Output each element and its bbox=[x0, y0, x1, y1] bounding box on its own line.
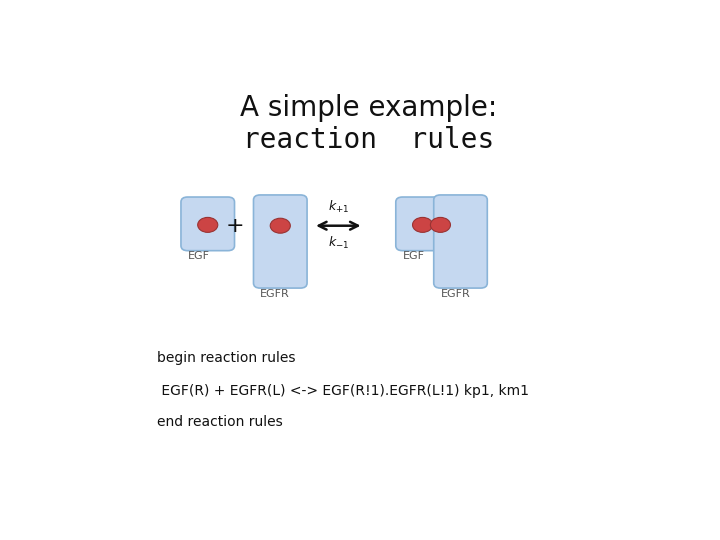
Text: EGFR: EGFR bbox=[260, 288, 290, 299]
Text: A simple example:: A simple example: bbox=[240, 94, 498, 123]
Text: begin reaction rules: begin reaction rules bbox=[157, 351, 295, 365]
Circle shape bbox=[270, 218, 290, 233]
Text: EGF: EGF bbox=[188, 251, 210, 261]
Circle shape bbox=[431, 218, 451, 232]
Text: +: + bbox=[226, 215, 244, 236]
Text: EGF(R) + EGFR(L) <-> EGF(R!1).EGFR(L!1) kp1, km1: EGF(R) + EGFR(L) <-> EGF(R!1).EGFR(L!1) … bbox=[157, 384, 529, 398]
FancyBboxPatch shape bbox=[181, 197, 235, 251]
FancyBboxPatch shape bbox=[396, 197, 449, 251]
Text: end reaction rules: end reaction rules bbox=[157, 415, 283, 429]
FancyBboxPatch shape bbox=[253, 195, 307, 288]
FancyBboxPatch shape bbox=[433, 195, 487, 288]
Text: $k_{-1}$: $k_{-1}$ bbox=[328, 235, 349, 252]
Circle shape bbox=[198, 218, 217, 232]
Text: $k_{+1}$: $k_{+1}$ bbox=[328, 199, 349, 215]
Circle shape bbox=[413, 218, 433, 232]
Text: EGF: EGF bbox=[402, 251, 425, 261]
Text: EGFR: EGFR bbox=[441, 288, 470, 299]
Text: reaction  rules: reaction rules bbox=[243, 126, 495, 154]
